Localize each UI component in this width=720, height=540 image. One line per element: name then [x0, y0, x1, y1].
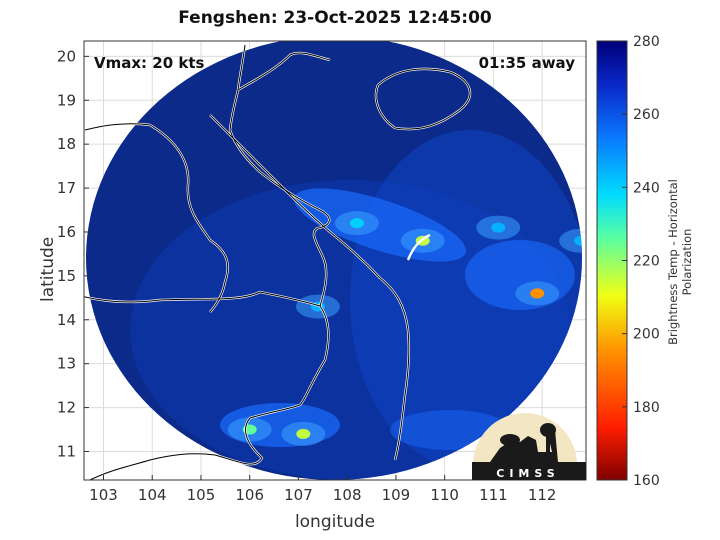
colorbar-tick-label: 260: [633, 107, 660, 123]
x-tick-label: 104: [138, 486, 167, 504]
x-axis-label: longitude: [294, 512, 376, 532]
x-tick-label: 109: [382, 486, 411, 504]
y-tick-label: 15: [57, 267, 76, 285]
x-tick-label: 112: [528, 486, 557, 504]
colorbar-tick-label: 180: [633, 400, 660, 416]
y-axis-ticks: 20 19 18 17 16 15 14 13 12 11: [57, 47, 89, 460]
y-tick-label: 16: [57, 223, 76, 241]
time-away-annotation: 01:35 away: [478, 54, 575, 72]
y-tick-label: 14: [57, 311, 76, 329]
x-tick-label: 107: [284, 486, 313, 504]
colorbar-tick-label: 160: [633, 473, 660, 489]
y-tick-label: 13: [57, 355, 76, 373]
y-tick-label: 18: [57, 135, 76, 153]
x-tick-label: 110: [430, 486, 459, 504]
convection-core: [574, 235, 582, 246]
logo-text: CIMSS: [496, 467, 559, 480]
colorbar-tick-label: 220: [633, 254, 660, 270]
x-tick-label: 108: [333, 486, 362, 504]
country-borders: [84, 44, 471, 480]
vmax-annotation: Vmax: 20 kts: [94, 54, 205, 72]
colorbar-tick-label: 200: [633, 327, 660, 343]
y-tick-label: 19: [57, 91, 76, 109]
axes-frame: [83, 40, 587, 481]
y-tick-label: 17: [57, 179, 76, 197]
colorbar-tick-label: 240: [633, 180, 660, 196]
colorbar-label: Brightness Temp - Horizontal Polarizatio…: [666, 179, 694, 345]
x-axis-ticks: 103 104 105 106 107 108 109 110 111 112: [89, 475, 556, 504]
brightness-temp-features: [130, 130, 582, 480]
chart-title: Fengshen: 23-Oct-2025 12:45:00: [178, 8, 492, 28]
y-tick-label: 20: [57, 47, 76, 65]
y-tick-label: 12: [57, 399, 76, 417]
colorbar-ticks: 280 260 240 220 200 180 160: [622, 34, 660, 489]
convection-core: [530, 288, 545, 299]
y-tick-label: 11: [57, 442, 76, 460]
cimss-logo: CIMSS: [472, 413, 586, 480]
y-axis-label: latitude: [38, 236, 58, 302]
colorbar-tick-label: 280: [633, 34, 660, 50]
x-tick-label: 111: [479, 486, 508, 504]
convection-core: [349, 218, 364, 229]
convection-core: [296, 428, 311, 439]
convection-core: [491, 222, 506, 233]
x-tick-label: 105: [187, 486, 216, 504]
x-tick-label: 103: [89, 486, 118, 504]
x-tick-label: 106: [235, 486, 264, 504]
